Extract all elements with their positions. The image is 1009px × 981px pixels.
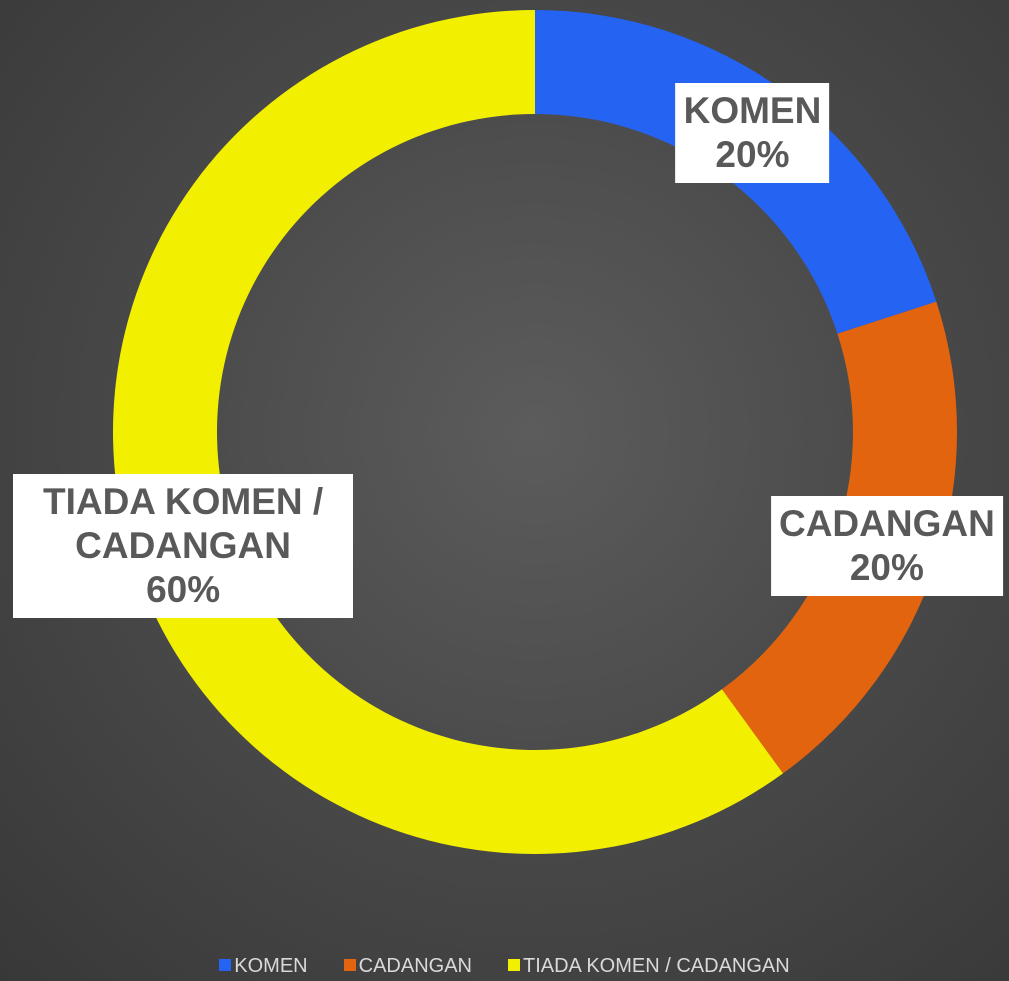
data-label-value: 60%: [146, 569, 221, 611]
donut-slice: [112, 10, 784, 854]
data-label-category: KOMEN: [683, 89, 822, 131]
data-label-value: 20%: [849, 547, 924, 589]
data-label: KOMEN 20%: [675, 82, 830, 183]
data-label-category: CADANGAN: [778, 503, 995, 545]
data-label: TIADA KOMEN / CADANGAN 60%: [13, 474, 354, 619]
legend-label: CADANGAN: [358, 955, 472, 977]
legend-label: KOMEN: [234, 955, 308, 977]
legend-item: TIADA KOMEN / CADANGAN: [507, 955, 790, 978]
data-label-category: TIADA KOMEN / CADANGAN: [42, 481, 324, 567]
data-label: CADANGAN 20%: [770, 496, 1003, 597]
legend-swatch: [507, 959, 520, 971]
legend-swatch: [219, 959, 232, 971]
legend: KOMEN CADANGAN TIADA KOMEN / CADANGAN: [0, 955, 1009, 978]
legend-item: CADANGAN: [343, 955, 472, 978]
data-label-value: 20%: [715, 133, 790, 175]
legend-swatch: [343, 959, 356, 971]
legend-label: TIADA KOMEN / CADANGAN: [522, 955, 790, 977]
legend-item: KOMEN: [219, 955, 308, 978]
